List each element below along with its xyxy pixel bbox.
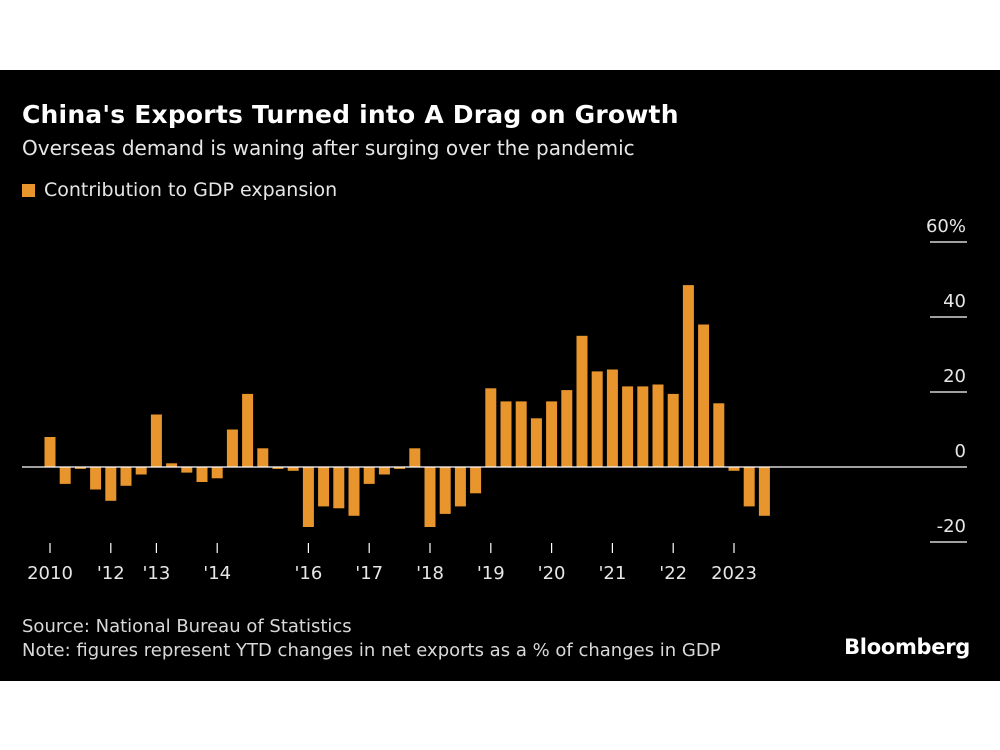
bar [622, 386, 634, 467]
bar-chart: 60% 40 20 0 -20 2010 '12 '13 '14 '16 '17 '18 '19 '20… [22, 216, 967, 584]
x-tick-label: '22 [659, 563, 687, 584]
x-tick-label: 2023 [711, 563, 757, 584]
bar [667, 393, 679, 467]
bar [181, 467, 193, 473]
bar [287, 467, 299, 471]
bar [485, 388, 497, 468]
bar [637, 386, 649, 467]
legend-swatch [22, 183, 35, 197]
x-tick-label: 2010 [27, 563, 73, 584]
x-axis: 2010 '12 '13 '14 '16 '17 '18 '19 '20 '21 '22 2023 [27, 543, 757, 584]
bar [105, 467, 117, 501]
footnote: Note: figures represent YTD changes in n… [22, 640, 721, 661]
x-tick-label: '18 [416, 563, 444, 584]
bar [135, 467, 147, 475]
bar [196, 467, 208, 482]
bar [470, 467, 482, 494]
bar [363, 467, 375, 484]
y-tick-label: 20 [943, 366, 966, 387]
bar [257, 448, 269, 468]
x-tick-label: '16 [294, 563, 322, 584]
bar [226, 429, 238, 467]
bar [348, 467, 360, 516]
chart-subtitle: Overseas demand is waning after surging … [22, 136, 635, 160]
bar [591, 371, 603, 467]
bar [424, 467, 436, 527]
bloomberg-logo: Bloomberg [844, 635, 970, 659]
bar [90, 467, 102, 490]
bar [728, 467, 740, 471]
bar [302, 467, 314, 527]
bar [606, 369, 618, 467]
chart-panel: China's Exports Turned into A Drag on Gr… [0, 70, 1000, 681]
bar [150, 414, 162, 467]
bar [166, 463, 178, 468]
bar [546, 401, 558, 467]
legend-label: Contribution to GDP expansion [44, 179, 338, 201]
bar [698, 324, 710, 467]
bar [409, 448, 421, 468]
bar [576, 335, 588, 468]
bar [242, 393, 254, 467]
bar [439, 467, 451, 514]
bar [394, 467, 406, 469]
y-tick-label: 0 [955, 441, 966, 462]
bar [515, 401, 527, 467]
bar [652, 384, 664, 467]
bar [74, 467, 86, 469]
bar [500, 401, 512, 467]
bar [272, 467, 284, 469]
bar [713, 403, 725, 468]
bar [333, 467, 345, 509]
y-tick-label: -20 [937, 516, 966, 537]
bar [758, 467, 770, 516]
x-tick-label: '14 [203, 563, 231, 584]
x-tick-label: '20 [538, 563, 566, 584]
bar [378, 467, 390, 475]
bar [561, 390, 573, 467]
chart-title: China's Exports Turned into A Drag on Gr… [22, 100, 679, 129]
bar [211, 467, 223, 479]
legend: Contribution to GDP expansion [22, 179, 337, 201]
bar [682, 285, 694, 467]
y-tick-label: 60% [926, 216, 966, 237]
y-tick-label: 40 [943, 291, 966, 312]
bar [44, 437, 56, 467]
bar [743, 467, 755, 507]
x-tick-label: '21 [598, 563, 626, 584]
x-tick-label: '12 [97, 563, 125, 584]
bar [120, 467, 132, 486]
bar [530, 418, 542, 468]
x-tick-label: '17 [355, 563, 383, 584]
y-axis: 60% 40 20 0 -20 [926, 216, 967, 543]
bar [318, 467, 330, 507]
x-tick-label: '13 [142, 563, 170, 584]
x-tick-label: '19 [477, 563, 505, 584]
bar-group [22, 285, 967, 527]
bar [59, 467, 71, 484]
bar [454, 467, 466, 507]
source-note: Source: National Bureau of Statistics [22, 616, 352, 637]
